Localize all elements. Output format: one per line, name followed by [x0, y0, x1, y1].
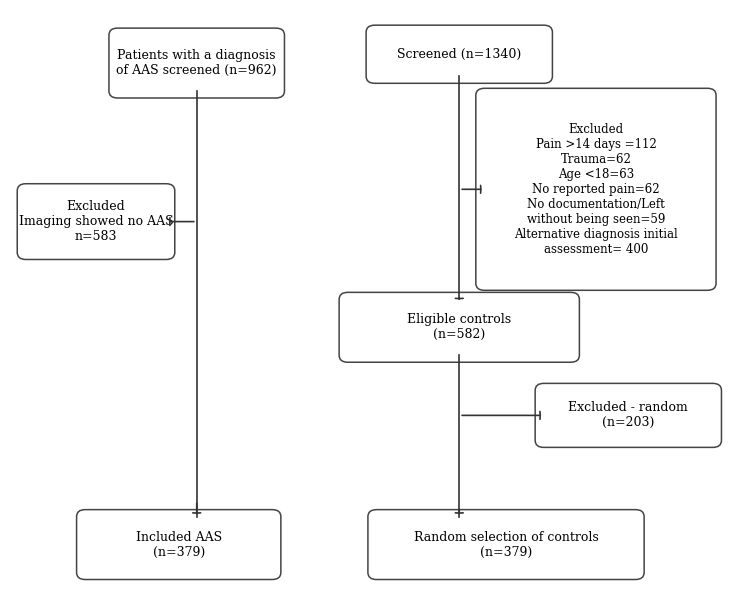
FancyBboxPatch shape — [339, 293, 579, 362]
FancyBboxPatch shape — [476, 88, 716, 290]
FancyBboxPatch shape — [535, 384, 722, 447]
FancyBboxPatch shape — [17, 183, 175, 260]
FancyBboxPatch shape — [368, 510, 644, 579]
Text: Excluded - random
(n=203): Excluded - random (n=203) — [568, 401, 688, 430]
Text: Eligible controls
(n=582): Eligible controls (n=582) — [407, 313, 512, 341]
Text: Excluded
Imaging showed no AAS
n=583: Excluded Imaging showed no AAS n=583 — [18, 200, 173, 243]
FancyBboxPatch shape — [76, 510, 281, 579]
FancyBboxPatch shape — [109, 28, 285, 98]
Text: Excluded
Pain >14 days =112
Trauma=62
Age <18=63
No reported pain=62
No document: Excluded Pain >14 days =112 Trauma=62 Ag… — [514, 123, 677, 256]
Text: Included AAS
(n=379): Included AAS (n=379) — [136, 530, 222, 559]
Text: Screened (n=1340): Screened (n=1340) — [397, 48, 521, 61]
FancyBboxPatch shape — [366, 25, 553, 83]
Text: Random selection of controls
(n=379): Random selection of controls (n=379) — [414, 530, 598, 559]
Text: Patients with a diagnosis
of AAS screened (n=962): Patients with a diagnosis of AAS screene… — [117, 49, 277, 77]
